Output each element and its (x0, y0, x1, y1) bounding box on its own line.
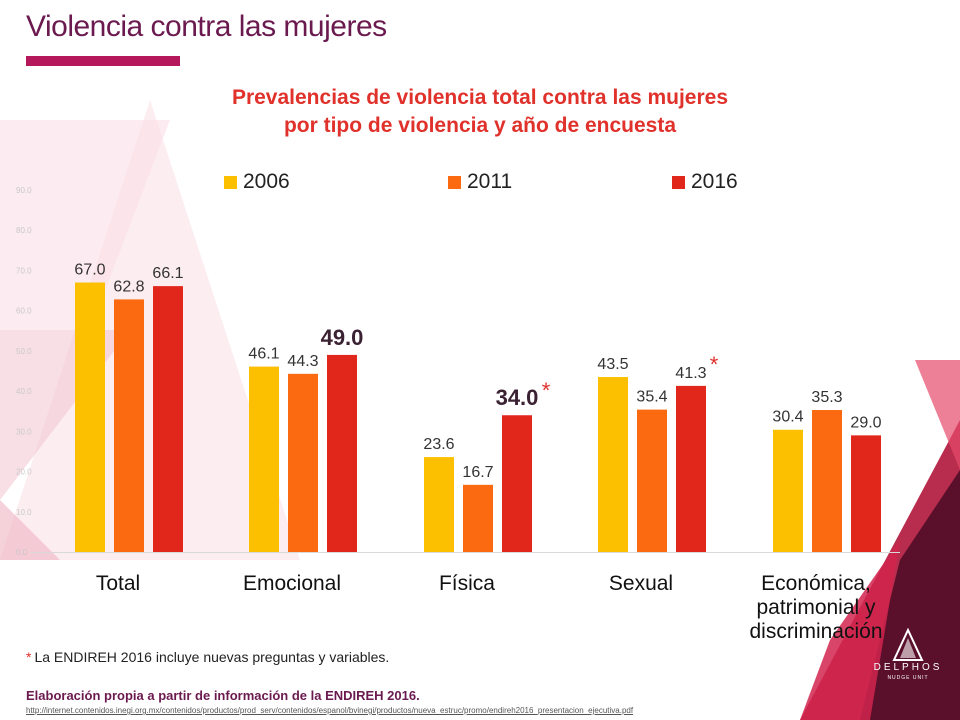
legend-label-2006: 2006 (243, 170, 290, 194)
legend-label-2011: 2011 (467, 170, 512, 194)
y-tick-label: 70.0 (16, 266, 32, 275)
legend-item-2016: 2016 (672, 170, 738, 194)
bar-2011-3 (637, 410, 667, 552)
bar-2006-1 (249, 367, 279, 552)
data-label-2016-3: 41.3 (675, 365, 706, 382)
bar-2006-2 (424, 457, 454, 552)
legend-swatch-2016 (672, 176, 685, 189)
category-label-4: patrimonial y (756, 596, 876, 619)
source-link[interactable]: http://internet.contenidos.inegi.org.mx/… (26, 706, 633, 715)
data-label-2011-0: 62.8 (113, 278, 144, 295)
y-tick-label: 50.0 (16, 347, 32, 356)
asterisk-marker-2: * (542, 378, 551, 403)
data-label-2016-1: 49.0 (321, 325, 364, 350)
y-tick-label: 60.0 (16, 307, 32, 316)
y-tick-label: 10.0 (16, 508, 32, 517)
data-label-2016-4: 29.0 (850, 414, 881, 431)
legend-swatch-2011 (448, 176, 461, 189)
data-label-2011-1: 44.3 (287, 353, 318, 370)
data-label-2006-1: 46.1 (248, 346, 279, 363)
y-tick-label: 20.0 (16, 468, 32, 477)
bar-2006-3 (598, 377, 628, 552)
data-label-2011-4: 35.3 (811, 389, 842, 406)
y-tick-label: 40.0 (16, 387, 32, 396)
category-label-2: Física (439, 572, 495, 595)
bar-2006-4 (773, 430, 803, 552)
legend-item-2006: 2006 (224, 170, 290, 194)
data-label-2006-0: 67.0 (74, 262, 105, 279)
bar-2016-2 (502, 415, 532, 552)
bar-2016-0 (153, 286, 183, 552)
category-label-4: discriminación (749, 620, 882, 643)
y-tick-label: 30.0 (16, 427, 32, 436)
delphos-logo: DELPHOS NUDGE UNIT (872, 628, 944, 686)
source-note: Elaboración propia a partir de informaci… (26, 688, 420, 703)
slide-title: Violencia contra las mujeres (26, 10, 387, 44)
chart-title: Prevalencias de violencia total contra l… (150, 84, 810, 140)
data-label-2016-2: 34.0 (496, 385, 539, 410)
data-label-2006-3: 43.5 (597, 356, 628, 373)
data-label-2011-2: 16.7 (462, 464, 493, 481)
bar-2011-2 (463, 485, 493, 552)
category-label-1: Emocional (243, 572, 341, 595)
category-label-0: Total (96, 572, 140, 595)
bar-2016-3 (676, 386, 706, 552)
bar-2011-1 (288, 374, 318, 552)
bar-2006-0 (75, 283, 105, 552)
y-tick-label: 80.0 (16, 226, 32, 235)
logo-wordmark: DELPHOS (872, 662, 944, 673)
legend-swatch-2006 (224, 176, 237, 189)
data-label-2006-4: 30.4 (772, 409, 803, 426)
title-accent-bar (26, 56, 180, 66)
bar-2011-0 (114, 299, 144, 552)
category-label-4: Económica, (761, 572, 871, 595)
chart-title-line-2: por tipo de violencia y año de encuesta (150, 112, 810, 140)
footnote: * La ENDIREH 2016 incluye nuevas pregunta… (26, 649, 389, 665)
data-label-2016-0: 66.1 (152, 265, 183, 282)
legend-item-2011: 2011 (448, 170, 512, 194)
chart-title-line-1: Prevalencias de violencia total contra l… (150, 84, 810, 112)
asterisk-marker-3: * (710, 352, 719, 377)
data-label-2006-2: 23.6 (423, 436, 454, 453)
chart-legend: 2006 2011 2016 (0, 170, 960, 196)
delphos-logo-mark (872, 628, 944, 662)
logo-tagline: NUDGE UNIT (872, 675, 944, 681)
legend-label-2016: 2016 (691, 170, 738, 194)
bar-2016-1 (327, 355, 357, 552)
footnote-text: La ENDIREH 2016 incluye nuevas preguntas… (34, 649, 389, 665)
y-tick-label: 0.0 (16, 548, 28, 557)
bar-2016-4 (851, 435, 881, 552)
bar-2011-4 (812, 410, 842, 552)
footnote-asterisk: * (26, 649, 31, 665)
data-label-2011-3: 35.4 (636, 389, 667, 406)
category-label-3: Sexual (609, 572, 673, 595)
